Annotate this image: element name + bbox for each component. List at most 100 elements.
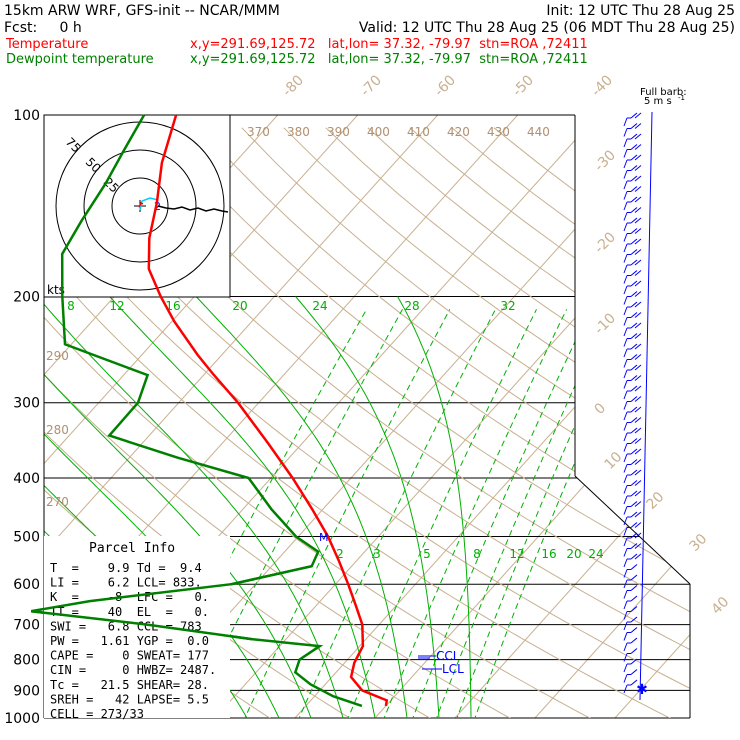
wind-barb <box>623 217 642 232</box>
wind-barb <box>623 333 642 347</box>
isotherm-line <box>695 115 740 718</box>
wind-barb <box>623 501 642 515</box>
mixing-ratio-label: 12 <box>109 299 124 313</box>
mixing-ratio-label: 5 <box>423 547 431 561</box>
dry-adiabat <box>451 127 690 718</box>
barb-legend-line2: 5 m s <box>644 96 672 107</box>
moist-adiabat <box>109 296 376 718</box>
parcel-title: Parcel Info <box>89 541 175 556</box>
wind-barb <box>623 543 642 557</box>
pressure-tick-label: 1000 <box>4 711 40 727</box>
wind-barb <box>623 207 642 221</box>
theta-label: 370 <box>247 125 270 139</box>
wind-barb <box>623 364 642 379</box>
mixing-ratio-line <box>378 309 568 718</box>
parcel-row: CIN = 0 HWBZ= 2487. <box>50 663 216 677</box>
ccl-label: CCL <box>436 649 460 663</box>
mixing-ratio-label: 32 <box>500 299 515 313</box>
mixing-ratio-line <box>431 309 611 718</box>
theta-label: 290 <box>46 349 69 363</box>
parcel-row: SWI = 6.8 CCL = 783 <box>50 619 202 633</box>
pressure-tick-label: 600 <box>13 577 40 593</box>
wind-barb <box>623 133 642 148</box>
wind-barb <box>623 301 642 316</box>
hodograph: 25 50 75 kts 2 <box>43 114 231 298</box>
mixing-ratio-line <box>469 309 643 718</box>
hodo-red-trace <box>138 201 144 208</box>
temperature-tick-label: -20 <box>592 229 619 256</box>
temperature-tick-label: -40 <box>589 72 616 99</box>
forecast-hour: Fcst: 0 h <box>4 20 82 36</box>
wind-barb <box>623 448 642 463</box>
dry-adiabat <box>157 127 690 718</box>
wind-barb <box>623 438 642 452</box>
mixing-ratio-label: 20 <box>232 299 247 313</box>
wind-barb <box>623 679 638 694</box>
dewpoint-profile <box>30 114 363 708</box>
barb-legend-line1: Full barb: <box>640 87 687 98</box>
valid-time: Valid: 12 UTC Thu 28 Aug 25 (06 MDT Thu … <box>359 20 735 36</box>
temperature-tick-label: -30 <box>592 147 619 174</box>
wind-barb <box>623 322 642 337</box>
parcel-row: SREH = 42 LAPSE= 5.5 <box>50 692 209 706</box>
wind-barb <box>623 375 642 389</box>
mixing-ratio-line <box>407 309 591 718</box>
moist-adiabat <box>195 296 408 718</box>
mixing-ratio-label: 8 <box>473 547 481 561</box>
temperature-tick-label: -50 <box>510 72 537 99</box>
header: 15km ARW WRF, GFS-init -- NCAR/MMM Fcst:… <box>4 3 735 107</box>
hodo-center-mark: 2 <box>154 200 161 213</box>
dry-adiabat <box>493 127 690 718</box>
wind-barb <box>623 490 642 505</box>
wind-barb <box>623 343 642 358</box>
wind-barb <box>623 312 642 326</box>
theta-label: 430 <box>487 125 510 139</box>
theta-label: 440 <box>527 125 550 139</box>
wind-barb <box>623 459 642 473</box>
temperature-tick-label: 30 <box>687 531 711 555</box>
wind-barb <box>623 406 642 421</box>
mixing-ratio-label: 12 <box>509 547 524 561</box>
isotherm-line <box>294 115 690 718</box>
mixing-ratio-line <box>293 309 496 718</box>
pressure-tick-label: 900 <box>13 683 40 699</box>
lcl-label: LCL <box>442 662 464 676</box>
parcel-row: T = 9.9 Td = 9.4 <box>50 561 202 575</box>
mixing-ratio-label: 24 <box>312 299 327 313</box>
level-annotations: CCL LCL M <box>319 531 464 676</box>
theta-label: 280 <box>46 423 69 437</box>
wind-barb <box>623 144 642 158</box>
wind-barb <box>623 532 642 547</box>
theta-label: 400 <box>367 125 390 139</box>
wind-barb <box>623 585 638 599</box>
moist-adiabat <box>44 296 344 718</box>
wind-barb <box>623 574 638 589</box>
wind-barb <box>623 522 642 536</box>
dry-adiabat <box>367 127 690 718</box>
parcel-row: CAPE = 0 SWEAT= 177 <box>50 649 209 663</box>
wind-barb <box>623 511 642 526</box>
temperature-tick-label: -70 <box>358 72 385 99</box>
wind-barb <box>623 417 642 431</box>
theta-label: 390 <box>327 125 350 139</box>
dry-adiabat <box>44 127 690 718</box>
hodo-units: kts <box>47 283 65 297</box>
isotherm-line <box>214 115 690 718</box>
temperature-tick-label: -80 <box>280 72 307 99</box>
mixing-ratio-label: 24 <box>588 547 603 561</box>
wind-barbs: ✱ <box>623 111 653 701</box>
pressure-tick-label: 300 <box>13 396 40 412</box>
init-time: Init: 12 UTC Thu 28 Aug 25 <box>546 3 735 19</box>
dry-adiabat <box>73 127 690 718</box>
pressure-tick-label: 700 <box>13 618 40 634</box>
mixing-ratio-label: 28 <box>404 299 419 313</box>
wind-barb-marker: ✱ <box>636 682 648 698</box>
wind-barb <box>623 186 642 200</box>
parcel-row: PW = 1.61 YGP = 0.0 <box>50 634 209 648</box>
wind-barb <box>623 165 642 179</box>
wind-barb <box>623 228 642 242</box>
wind-barb <box>623 354 642 368</box>
wind-barb <box>623 480 642 494</box>
model-title: 15km ARW WRF, GFS-init -- NCAR/MMM <box>4 3 280 19</box>
